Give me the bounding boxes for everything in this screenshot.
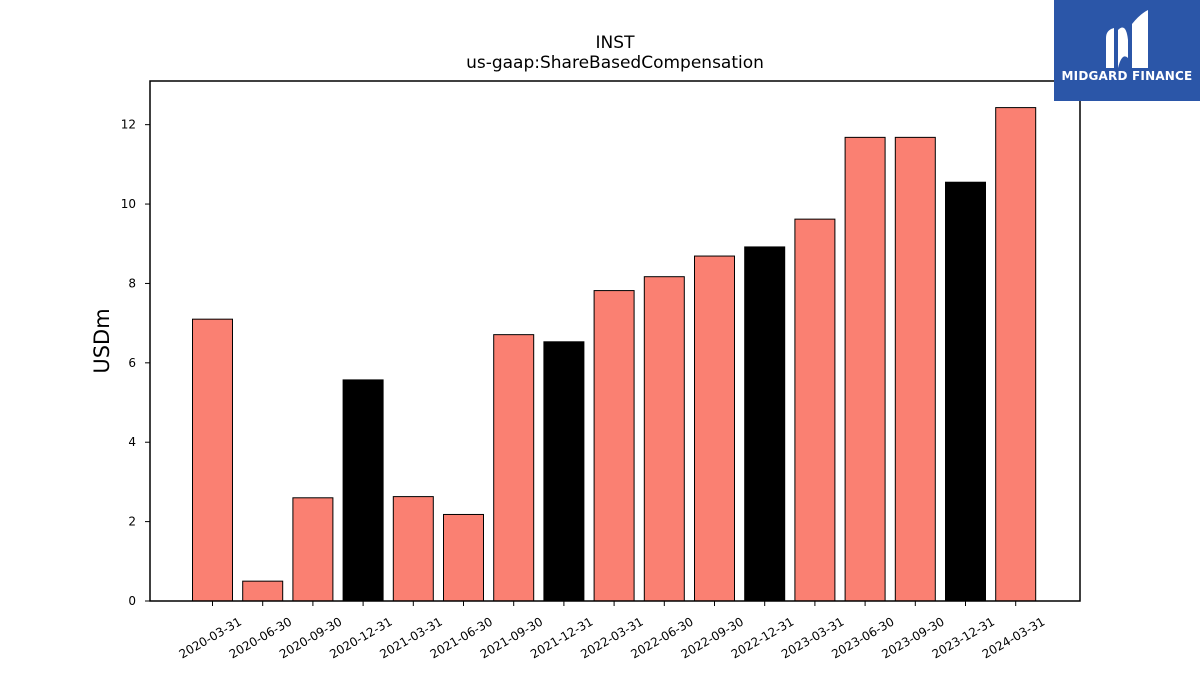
bars: [192, 107, 1037, 602]
y-tick-label: 2: [128, 515, 136, 529]
bar-2023-12-31: [945, 181, 986, 602]
bar-2021-06-30: [443, 513, 484, 602]
plot-frame: [149, 80, 1081, 602]
bar-2021-03-31: [392, 496, 434, 602]
chart-subtitle: us-gaap:ShareBasedCompensation: [466, 53, 764, 73]
y-tick-label: 10: [121, 197, 136, 211]
bar-2022-09-30: [694, 255, 735, 602]
y-axis-label: USDm: [90, 308, 114, 373]
chart-title: INST: [596, 33, 636, 53]
y-tick-label: 0: [128, 594, 136, 608]
bar-2020-03-31: [192, 318, 233, 602]
y-tick-label: 8: [128, 276, 136, 290]
midgard-finance-logo: MIDGARD FINANCE: [1054, 0, 1200, 101]
bar-2020-06-30: [242, 580, 284, 602]
midgard-logo-mark-icon: [1106, 10, 1148, 69]
logo-text: MIDGARD FINANCE: [1061, 69, 1193, 83]
y-tick-label: 6: [128, 356, 136, 370]
bar-2021-12-31: [543, 341, 585, 602]
bar-2021-09-30: [493, 334, 535, 602]
bar-2023-06-30: [844, 136, 886, 602]
y-tick-label: 4: [128, 435, 136, 449]
y-tick-label: 12: [121, 118, 136, 132]
bar-2020-09-30: [292, 497, 334, 602]
bar-2024-03-31: [995, 107, 1037, 602]
bar-2023-09-30: [894, 136, 936, 602]
bar-2020-12-31: [342, 379, 384, 602]
bar-2022-06-30: [643, 276, 685, 602]
bar-2022-12-31: [744, 246, 786, 602]
y-ticks: 0 2 4 6 8 10 12: [121, 118, 150, 608]
bar-2022-03-31: [593, 290, 635, 602]
bar-2023-03-31: [794, 218, 836, 602]
x-ticks: 2020-03-312020-06-302020-09-302020-12-31…: [177, 601, 1047, 661]
